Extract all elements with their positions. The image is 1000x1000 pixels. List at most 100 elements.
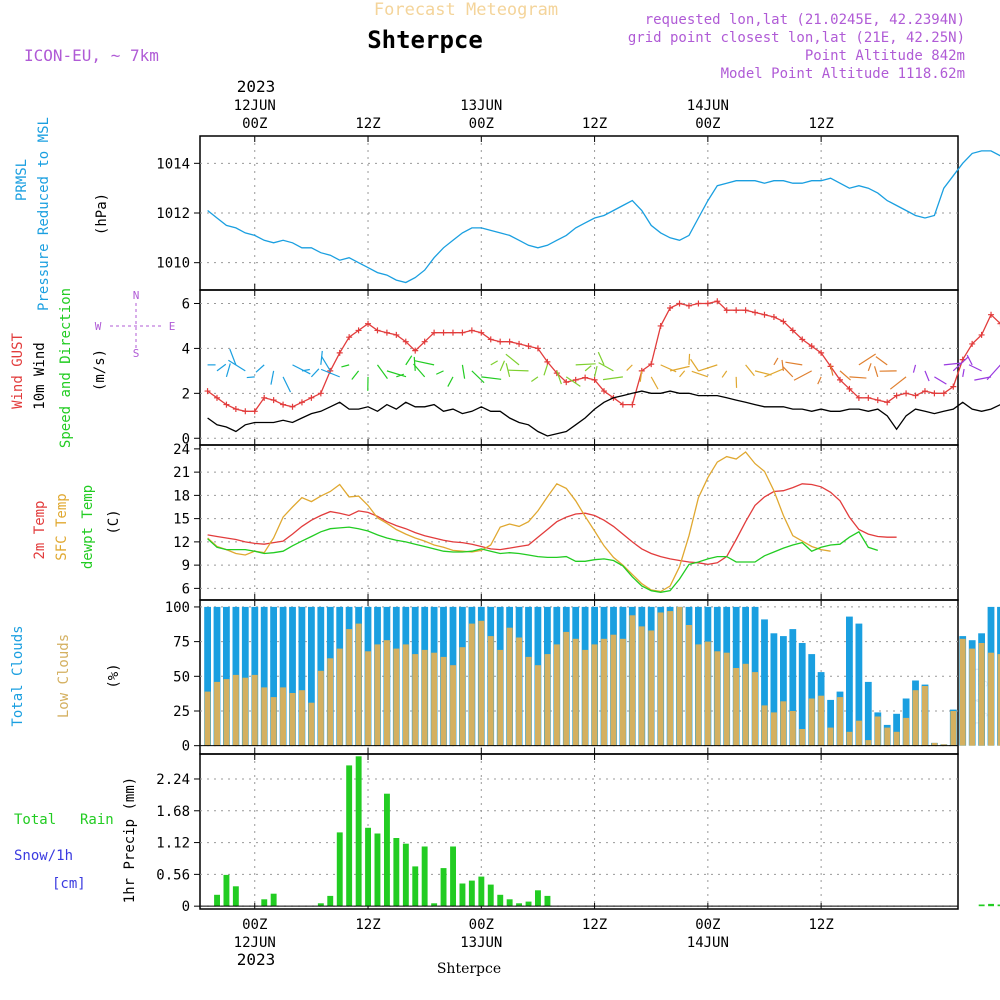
wind-direction-arrow <box>301 368 310 372</box>
bar-total-clouds <box>770 633 778 746</box>
bar-rain <box>978 904 985 907</box>
bar-rain <box>535 890 541 907</box>
bar-total-clouds <box>846 616 853 746</box>
gust-point <box>837 376 844 383</box>
wind-direction-arrow <box>490 360 498 366</box>
wind-direction-arrow <box>943 362 961 366</box>
wind-direction-arrow <box>531 376 539 382</box>
model-label: ICON-EU, ~ 7km <box>24 46 159 65</box>
wind-direction-arrow <box>320 355 331 372</box>
wind-direction-arrow <box>867 363 872 372</box>
t2m-label: 2m Temp <box>32 500 48 559</box>
gust-point <box>336 349 343 356</box>
bar-total-clouds <box>827 699 834 746</box>
gust-point <box>846 385 853 392</box>
gust-point <box>289 403 296 410</box>
gust-point <box>903 390 910 397</box>
bar-low-clouds <box>837 697 843 746</box>
bar-rain <box>261 899 268 907</box>
total-clouds-label: Total Clouds <box>10 625 26 726</box>
bar-rain <box>431 903 438 907</box>
bar-low-clouds <box>355 623 362 746</box>
wind-direction-arrow <box>829 364 834 376</box>
wind-direction-arrow <box>793 370 812 381</box>
y-tick-label: 6 <box>182 581 190 597</box>
gust-point <box>582 374 589 381</box>
bar-rain <box>525 901 532 907</box>
wind-direction-arrow <box>598 362 614 372</box>
wind-direction-arrow <box>575 363 596 366</box>
dewpt-temp-label: dewpt Temp <box>80 485 96 569</box>
bar-low-clouds <box>525 656 532 746</box>
wind-direction-arrow <box>396 373 405 378</box>
bar-rain <box>988 903 994 907</box>
gust-point <box>931 390 938 397</box>
bar-low-clouds <box>780 701 787 746</box>
gust-point <box>969 340 976 347</box>
gust-point <box>940 390 947 397</box>
gust-point <box>468 327 475 334</box>
bar-low-clouds <box>959 638 966 746</box>
bottom-time-label: 12Z <box>808 917 833 933</box>
bar-low-clouds <box>695 644 702 746</box>
gust-point <box>770 313 777 320</box>
gust-point <box>317 390 324 397</box>
bar-rain <box>544 895 551 907</box>
top-year: 2023 <box>237 77 276 96</box>
bar-low-clouds <box>421 649 428 746</box>
pressure-unit: (hPa) <box>94 193 110 235</box>
gust-point <box>789 327 796 334</box>
wind-direction-arrow <box>246 376 255 379</box>
gust-point <box>393 331 400 338</box>
y-tick-label: 21 <box>173 465 190 481</box>
wind-direction-arrow <box>966 354 973 366</box>
bar-low-clouds <box>856 720 862 746</box>
bar-rain <box>336 832 343 907</box>
bar-low-clouds <box>591 644 598 746</box>
bar-low-clouds <box>884 727 891 746</box>
wind-direction-arrow <box>471 370 485 384</box>
wind-direction-arrow <box>505 363 511 378</box>
bar-low-clouds <box>997 654 1000 746</box>
bar-total-clouds <box>308 606 315 746</box>
bar-low-clouds <box>299 690 305 746</box>
gust-point <box>988 311 995 318</box>
wind-direction-arrow <box>413 363 426 378</box>
bar-low-clouds <box>610 634 617 746</box>
bar-low-clouds <box>365 651 371 746</box>
gust-point <box>714 298 721 305</box>
y-tick-label: 2 <box>182 386 190 402</box>
wind-direction-arrow <box>543 364 548 376</box>
y-tick-label: 1012 <box>156 206 190 222</box>
bar-low-clouds <box>412 654 419 746</box>
wind-direction-arrow <box>292 364 311 375</box>
gust-point <box>308 394 315 401</box>
footer-location: Shterpce <box>437 961 501 977</box>
gust-point <box>421 338 428 345</box>
bar-total-clouds <box>864 681 872 746</box>
y-tick-label: 0 <box>182 431 190 447</box>
gust-point <box>516 340 523 347</box>
wind-direction-arrow <box>781 359 784 371</box>
gust-point <box>601 388 608 395</box>
bar-rain <box>459 883 466 907</box>
gust-point <box>544 358 551 365</box>
bar-low-clouds <box>789 711 796 746</box>
wind-direction-arrow <box>986 364 1000 381</box>
bar-rain <box>478 876 485 907</box>
series-line-prmsl <box>207 150 1000 284</box>
bar-low-clouds <box>620 638 626 746</box>
wind-direction-arrow <box>593 366 598 378</box>
bar-low-clouds <box>572 638 579 746</box>
precip-labels: Total Rain Snow/1h [cm] 1hr Precip (mm) <box>14 777 138 903</box>
bar-low-clouds <box>846 731 853 746</box>
bar-rain <box>214 894 220 907</box>
bar-low-clouds <box>261 687 268 746</box>
bottom-date-label: 14JUN <box>687 935 729 951</box>
top-time-label: 12Z <box>582 116 607 132</box>
gust-point <box>563 379 570 386</box>
y-tick-label: 0 <box>182 739 190 755</box>
bottom-date-label: 12JUN <box>234 935 276 951</box>
y-tick-label: 50 <box>173 669 190 685</box>
